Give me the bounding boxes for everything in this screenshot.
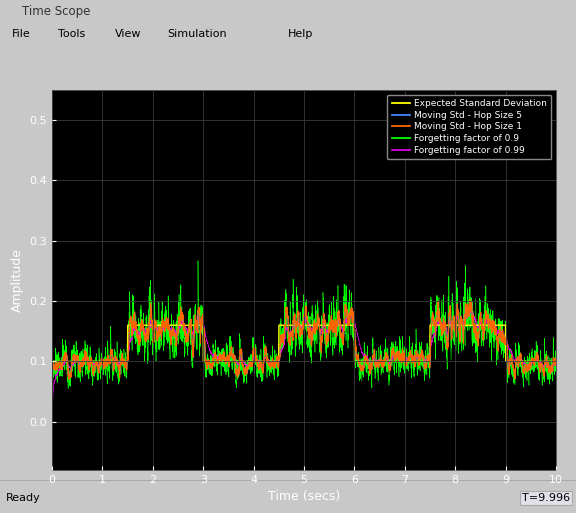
Text: T=9.996: T=9.996	[522, 493, 570, 503]
Text: File: File	[12, 29, 31, 39]
Legend: Expected Standard Deviation, Moving Std - Hop Size 5, Moving Std - Hop Size 1, F: Expected Standard Deviation, Moving Std …	[387, 94, 551, 160]
Text: View: View	[115, 29, 142, 39]
X-axis label: Time (secs): Time (secs)	[268, 490, 340, 503]
Text: Tools: Tools	[58, 29, 85, 39]
Text: Ready: Ready	[6, 493, 40, 503]
Text: Help: Help	[288, 29, 313, 39]
Text: Simulation: Simulation	[167, 29, 227, 39]
Y-axis label: Amplitude: Amplitude	[11, 248, 24, 312]
Text: Time Scope: Time Scope	[22, 5, 90, 17]
